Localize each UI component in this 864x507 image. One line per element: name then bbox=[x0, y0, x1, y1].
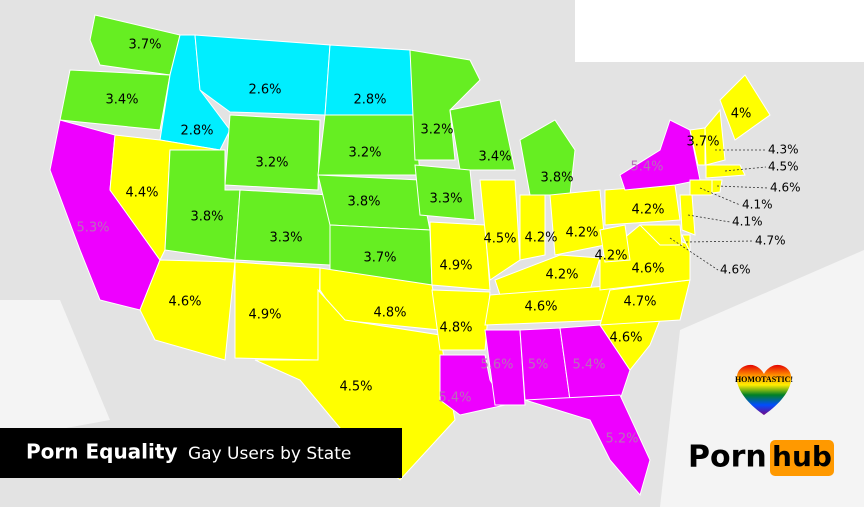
state-label: 2.6% bbox=[248, 83, 281, 98]
state-label: 4.6% bbox=[770, 181, 801, 195]
state-label: 4.8% bbox=[373, 306, 406, 321]
state-label: 3.7% bbox=[128, 38, 161, 53]
title: Porn Equality bbox=[26, 440, 177, 464]
state-label: 4.5% bbox=[339, 380, 372, 395]
state-label: 4.6% bbox=[609, 331, 642, 346]
leader-line bbox=[687, 214, 731, 223]
leader-line bbox=[669, 237, 719, 271]
state bbox=[719, 74, 771, 141]
state bbox=[449, 99, 516, 171]
state-label: 4.9% bbox=[439, 259, 472, 274]
brand-right: hub bbox=[772, 440, 832, 473]
state-label: 4% bbox=[731, 107, 752, 122]
state bbox=[549, 189, 606, 256]
state-label: 4.1% bbox=[742, 198, 773, 212]
ocean bbox=[0, 300, 110, 440]
state bbox=[89, 14, 181, 76]
state-label: 5.4% bbox=[630, 160, 663, 175]
labels: 3.7% 3.4% 2.8% 2.6% 2.8% 5.3% 4.4% 3.2% 3.2% 3.2%… bbox=[76, 38, 800, 447]
state-label: 4.2% bbox=[631, 203, 664, 218]
state-label: 4.8% bbox=[439, 321, 472, 336]
state bbox=[494, 254, 601, 296]
state-label: 3.7% bbox=[686, 135, 719, 150]
state bbox=[681, 234, 691, 253]
state bbox=[519, 119, 576, 196]
state bbox=[194, 34, 331, 116]
state-label: 4.2% bbox=[565, 226, 598, 241]
state-label: 3.2% bbox=[420, 123, 453, 138]
heart bbox=[736, 364, 792, 415]
state-label: 2.8% bbox=[180, 124, 213, 139]
state bbox=[431, 289, 491, 351]
state bbox=[224, 114, 321, 191]
state bbox=[59, 69, 171, 131]
state-label: 4.2% bbox=[524, 231, 557, 246]
brand-left: Porn bbox=[688, 440, 767, 475]
corner-patch bbox=[575, 0, 864, 62]
state bbox=[711, 179, 723, 194]
state-label: 3.8% bbox=[190, 210, 223, 225]
state bbox=[619, 119, 701, 191]
state-label: 4.1% bbox=[732, 215, 763, 229]
state-label: 5.2% bbox=[605, 432, 638, 447]
state bbox=[599, 224, 631, 263]
state bbox=[705, 164, 746, 179]
badge: HOMOTASTIC! bbox=[735, 364, 793, 415]
state-label: 3.4% bbox=[478, 150, 511, 165]
state bbox=[484, 329, 526, 406]
state-label: 4.5% bbox=[483, 232, 516, 247]
states bbox=[49, 14, 771, 497]
state-label: 3.7% bbox=[363, 251, 396, 266]
state bbox=[689, 127, 706, 166]
leader-line bbox=[724, 166, 767, 172]
state-label: 3.2% bbox=[348, 146, 381, 161]
state-label: 5% bbox=[528, 358, 549, 373]
state-label: 4.7% bbox=[623, 295, 656, 310]
leader-line bbox=[685, 240, 754, 243]
state-label: 3.4% bbox=[105, 93, 138, 108]
state-label: 4.9% bbox=[248, 308, 281, 323]
state bbox=[519, 194, 546, 261]
state-label: 4.4% bbox=[125, 186, 158, 201]
title-bar bbox=[0, 428, 402, 478]
state bbox=[319, 267, 441, 331]
state bbox=[638, 224, 683, 246]
state-label: 4.2% bbox=[594, 249, 627, 264]
state bbox=[234, 189, 331, 266]
state-label: 4.6% bbox=[168, 295, 201, 310]
state bbox=[429, 221, 491, 291]
state-label: 4.6% bbox=[631, 262, 664, 277]
state-label: 4.6% bbox=[524, 300, 557, 315]
state-label: 4.6% bbox=[720, 263, 751, 277]
state bbox=[689, 179, 713, 196]
state-label: 4.3% bbox=[768, 143, 799, 157]
brand-box bbox=[770, 440, 834, 476]
leader-line bbox=[716, 185, 769, 189]
state-label: 5.4% bbox=[438, 391, 471, 406]
badge-text: HOMOTASTIC! bbox=[735, 375, 793, 384]
state-label: 5.4% bbox=[572, 358, 605, 373]
state bbox=[704, 108, 726, 166]
state-label: 3.2% bbox=[255, 156, 288, 171]
state bbox=[414, 164, 476, 221]
subtitle: Gay Users by State bbox=[188, 444, 351, 464]
state-label: 2.8% bbox=[353, 93, 386, 108]
state-label: 3.8% bbox=[347, 195, 380, 210]
state bbox=[679, 194, 696, 236]
state-label: 4.2% bbox=[545, 268, 578, 283]
state-label: 3.3% bbox=[429, 192, 462, 207]
state-label: 4.5% bbox=[768, 160, 799, 174]
state bbox=[524, 394, 651, 497]
state-label: 5.3% bbox=[76, 221, 109, 236]
state-label: 5.6% bbox=[480, 358, 513, 373]
state-label: 3.3% bbox=[269, 231, 302, 246]
leader-line bbox=[699, 187, 741, 206]
state bbox=[139, 259, 236, 361]
state-label: 4.7% bbox=[755, 234, 786, 248]
state-label: 3.8% bbox=[540, 171, 573, 186]
